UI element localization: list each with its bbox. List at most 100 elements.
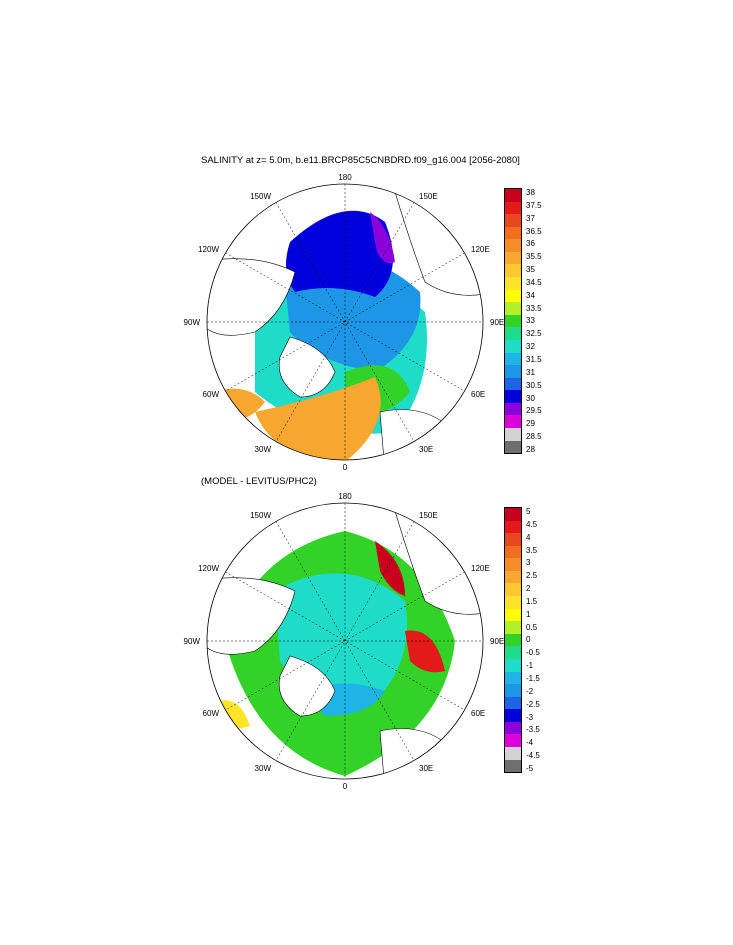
- colorbar-swatch: [505, 608, 521, 622]
- lon-label-60e: 60E: [471, 390, 485, 399]
- colorbar-swatch: [505, 734, 521, 747]
- ocean-field-deepblue: [286, 210, 393, 297]
- colorbar-swatch: [505, 696, 521, 710]
- colorbar-label: 30.5: [526, 380, 542, 390]
- lon-label-150w: 150W: [250, 192, 271, 201]
- salinity-polar-map: 180 150W 150E 120W 120E 90W 90E 60W 60E …: [184, 173, 505, 472]
- lon-label-0: 0: [343, 782, 348, 791]
- colorbar-label: -2: [526, 686, 534, 696]
- colorbar-label: 34: [526, 290, 535, 300]
- lon-label-30e: 30E: [419, 445, 433, 454]
- colorbar-swatch: [505, 558, 521, 571]
- colorbar-label: 3.5: [526, 545, 538, 555]
- lon-label-120e: 120E: [471, 564, 490, 573]
- colorbar-label: 29.5: [526, 406, 542, 416]
- lon-label-60w: 60W: [203, 390, 220, 399]
- colorbar-label: 35: [526, 265, 535, 275]
- colorbar-swatch: [505, 277, 521, 290]
- ocean-field-purple: [370, 212, 395, 264]
- colorbar-swatches: [504, 188, 522, 454]
- lon-label-0: 0: [343, 463, 348, 472]
- colorbar-swatch: [505, 633, 521, 647]
- colorbar-swatch: [505, 226, 521, 240]
- colorbar-label: -5: [526, 763, 534, 773]
- colorbar-label: 4: [526, 532, 531, 542]
- colorbar-label: -3.5: [526, 725, 540, 735]
- colorbar-label: 30: [526, 393, 535, 403]
- colorbar-swatch: [505, 721, 521, 735]
- colorbar-label: 37: [526, 213, 535, 223]
- lon-label-120e: 120E: [471, 245, 490, 254]
- ocean-field-orange: [255, 377, 381, 460]
- colorbar-label: -3: [526, 712, 534, 722]
- colorbar-swatch: [505, 709, 521, 722]
- colorbar-swatch: [505, 533, 521, 546]
- colorbar-label: 31: [526, 367, 535, 377]
- colorbar-swatch: [505, 508, 521, 521]
- lon-label-120w: 120W: [198, 245, 219, 254]
- colorbar-label: 32.5: [526, 329, 542, 339]
- lon-label-90w: 90W: [184, 637, 201, 646]
- colorbar-swatch: [505, 658, 521, 672]
- colorbar-swatch: [505, 621, 521, 634]
- colorbar-swatch: [505, 570, 521, 584]
- lon-label-30e: 30E: [419, 764, 433, 773]
- colorbar-swatch: [505, 264, 521, 278]
- colorbar-swatch: [505, 440, 521, 454]
- colorbar-swatch: [505, 352, 521, 366]
- colorbar-swatch: [505, 201, 521, 215]
- colorbar-swatch: [505, 545, 521, 559]
- colorbar-label: 0: [526, 635, 531, 645]
- colorbar-label: -1.5: [526, 673, 540, 683]
- colorbar-swatch: [505, 214, 521, 227]
- colorbar-swatch: [505, 415, 521, 428]
- colorbar-label: 36: [526, 239, 535, 249]
- colorbar-swatch: [505, 339, 521, 353]
- lon-label-90w: 90W: [184, 318, 201, 327]
- colorbar-label: 36.5: [526, 226, 542, 236]
- colorbar-swatches: [504, 507, 522, 773]
- colorbar-label: 29: [526, 419, 535, 429]
- colorbar-swatch: [505, 596, 521, 609]
- colorbar-label: 38: [526, 188, 535, 197]
- colorbar-swatch: [505, 427, 521, 441]
- lon-label-90e: 90E: [490, 318, 504, 327]
- colorbar-label: -2.5: [526, 699, 540, 709]
- colorbar-label: 32: [526, 342, 535, 352]
- colorbar-label: 34.5: [526, 277, 542, 287]
- colorbar-swatch: [505, 402, 521, 416]
- land-canada: [207, 577, 296, 655]
- colorbar-swatch: [505, 746, 521, 760]
- colorbar-swatch: [505, 583, 521, 597]
- colorbar-label: 1: [526, 609, 531, 619]
- colorbar-labels: 38 37.5 37 36.5 36 35.5 35 34.5 34 33.5 33 32.5 32 31…: [526, 188, 542, 454]
- colorbar-label: 37.5: [526, 200, 542, 210]
- colorbar-swatch: [505, 377, 521, 391]
- land-canada: [207, 258, 296, 336]
- colorbar-swatch: [505, 289, 521, 303]
- anomaly-colorbar: 5 4.5 4 3.5 3 2.5 2 1.5 1 0.5 0 -0.5 -1 -1.5 -2 -2.5 -3 -…: [502, 507, 572, 773]
- colorbar-swatch: [505, 520, 521, 534]
- salinity-colorbar: 38 37.5 37 36.5 36 35.5 35 34.5 34 33.5 33 32.5 32 31…: [502, 188, 572, 454]
- colorbar-swatch: [505, 302, 521, 315]
- colorbar-swatch: [505, 327, 521, 340]
- colorbar-label: 31.5: [526, 354, 542, 364]
- colorbar-label: 35.5: [526, 252, 542, 262]
- colorbar-label: 4.5: [526, 519, 538, 529]
- colorbar-label: 5: [526, 507, 531, 516]
- lon-label-150e: 150E: [419, 511, 438, 520]
- colorbar-label: 33: [526, 316, 535, 326]
- colorbar-swatch: [505, 365, 521, 378]
- colorbar-label: -4.5: [526, 751, 540, 761]
- lon-label-150e: 150E: [419, 192, 438, 201]
- colorbar-label: 28: [526, 444, 535, 454]
- colorbar-label: 33.5: [526, 303, 542, 313]
- lon-label-30w: 30W: [255, 445, 272, 454]
- lon-label-60e: 60E: [471, 709, 485, 718]
- lon-label-150w: 150W: [250, 511, 271, 520]
- colorbar-swatch: [505, 251, 521, 265]
- colorbar-label: 28.5: [526, 432, 542, 442]
- colorbar-label: -4: [526, 738, 534, 748]
- colorbar-labels: 5 4.5 4 3.5 3 2.5 2 1.5 1 0.5 0 -0.5 -1 -1.5 -2 -2.5 -3 -…: [526, 507, 540, 773]
- anomaly-polar-map: 180 150W 150E 120W 120E 90W 90E 60W 60E …: [184, 492, 505, 791]
